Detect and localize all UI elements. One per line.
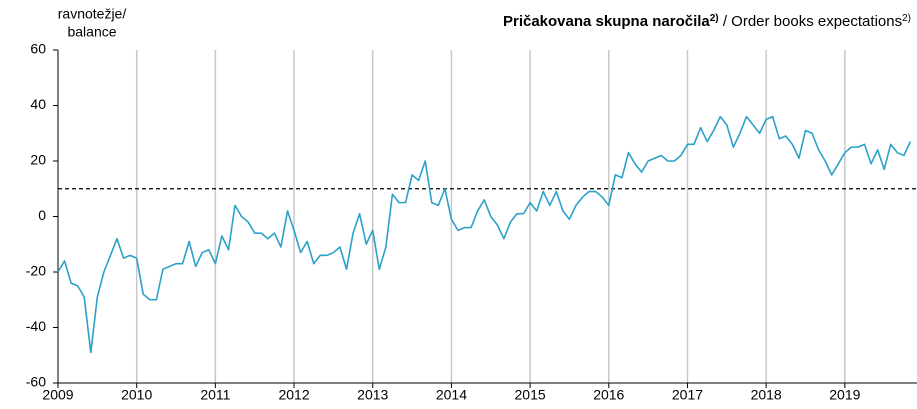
x-tick-label: 2014 — [436, 387, 467, 403]
chart-title: Pričakovana skupna naročila2) / Order bo… — [503, 13, 911, 30]
x-tick-label: 2013 — [357, 387, 388, 403]
data-line — [57, 115, 912, 354]
x-tick-label: 2019 — [829, 387, 860, 403]
y-tick-label: 40 — [30, 96, 46, 112]
y-tick-label: 20 — [30, 152, 46, 168]
x-tick-label: 2016 — [593, 387, 624, 403]
y-tick-label: -60 — [26, 374, 46, 390]
y-tick-label: 0 — [38, 207, 46, 223]
title-note: 2) — [710, 13, 719, 24]
x-tick-label: 2015 — [515, 387, 546, 403]
title-note: 2) — [902, 13, 911, 24]
title-part: Pričakovana skupna naročila — [503, 13, 710, 30]
x-tick-label: 2018 — [751, 387, 782, 403]
x-tick-label: 2010 — [121, 387, 152, 403]
y-tick-label: 60 — [30, 41, 46, 57]
x-tick-label: 2011 — [200, 387, 230, 403]
y-axis-label: ravnotežje/ — [58, 6, 127, 22]
x-tick-label: 2017 — [672, 387, 703, 403]
y-axis-label: balance — [67, 24, 116, 40]
x-tick-label: 2009 — [42, 387, 73, 403]
y-tick-label: -20 — [26, 263, 46, 279]
title-part: / Order books expectations — [719, 13, 902, 30]
x-tick-label: 2012 — [278, 387, 309, 403]
y-tick-label: -40 — [26, 318, 46, 334]
